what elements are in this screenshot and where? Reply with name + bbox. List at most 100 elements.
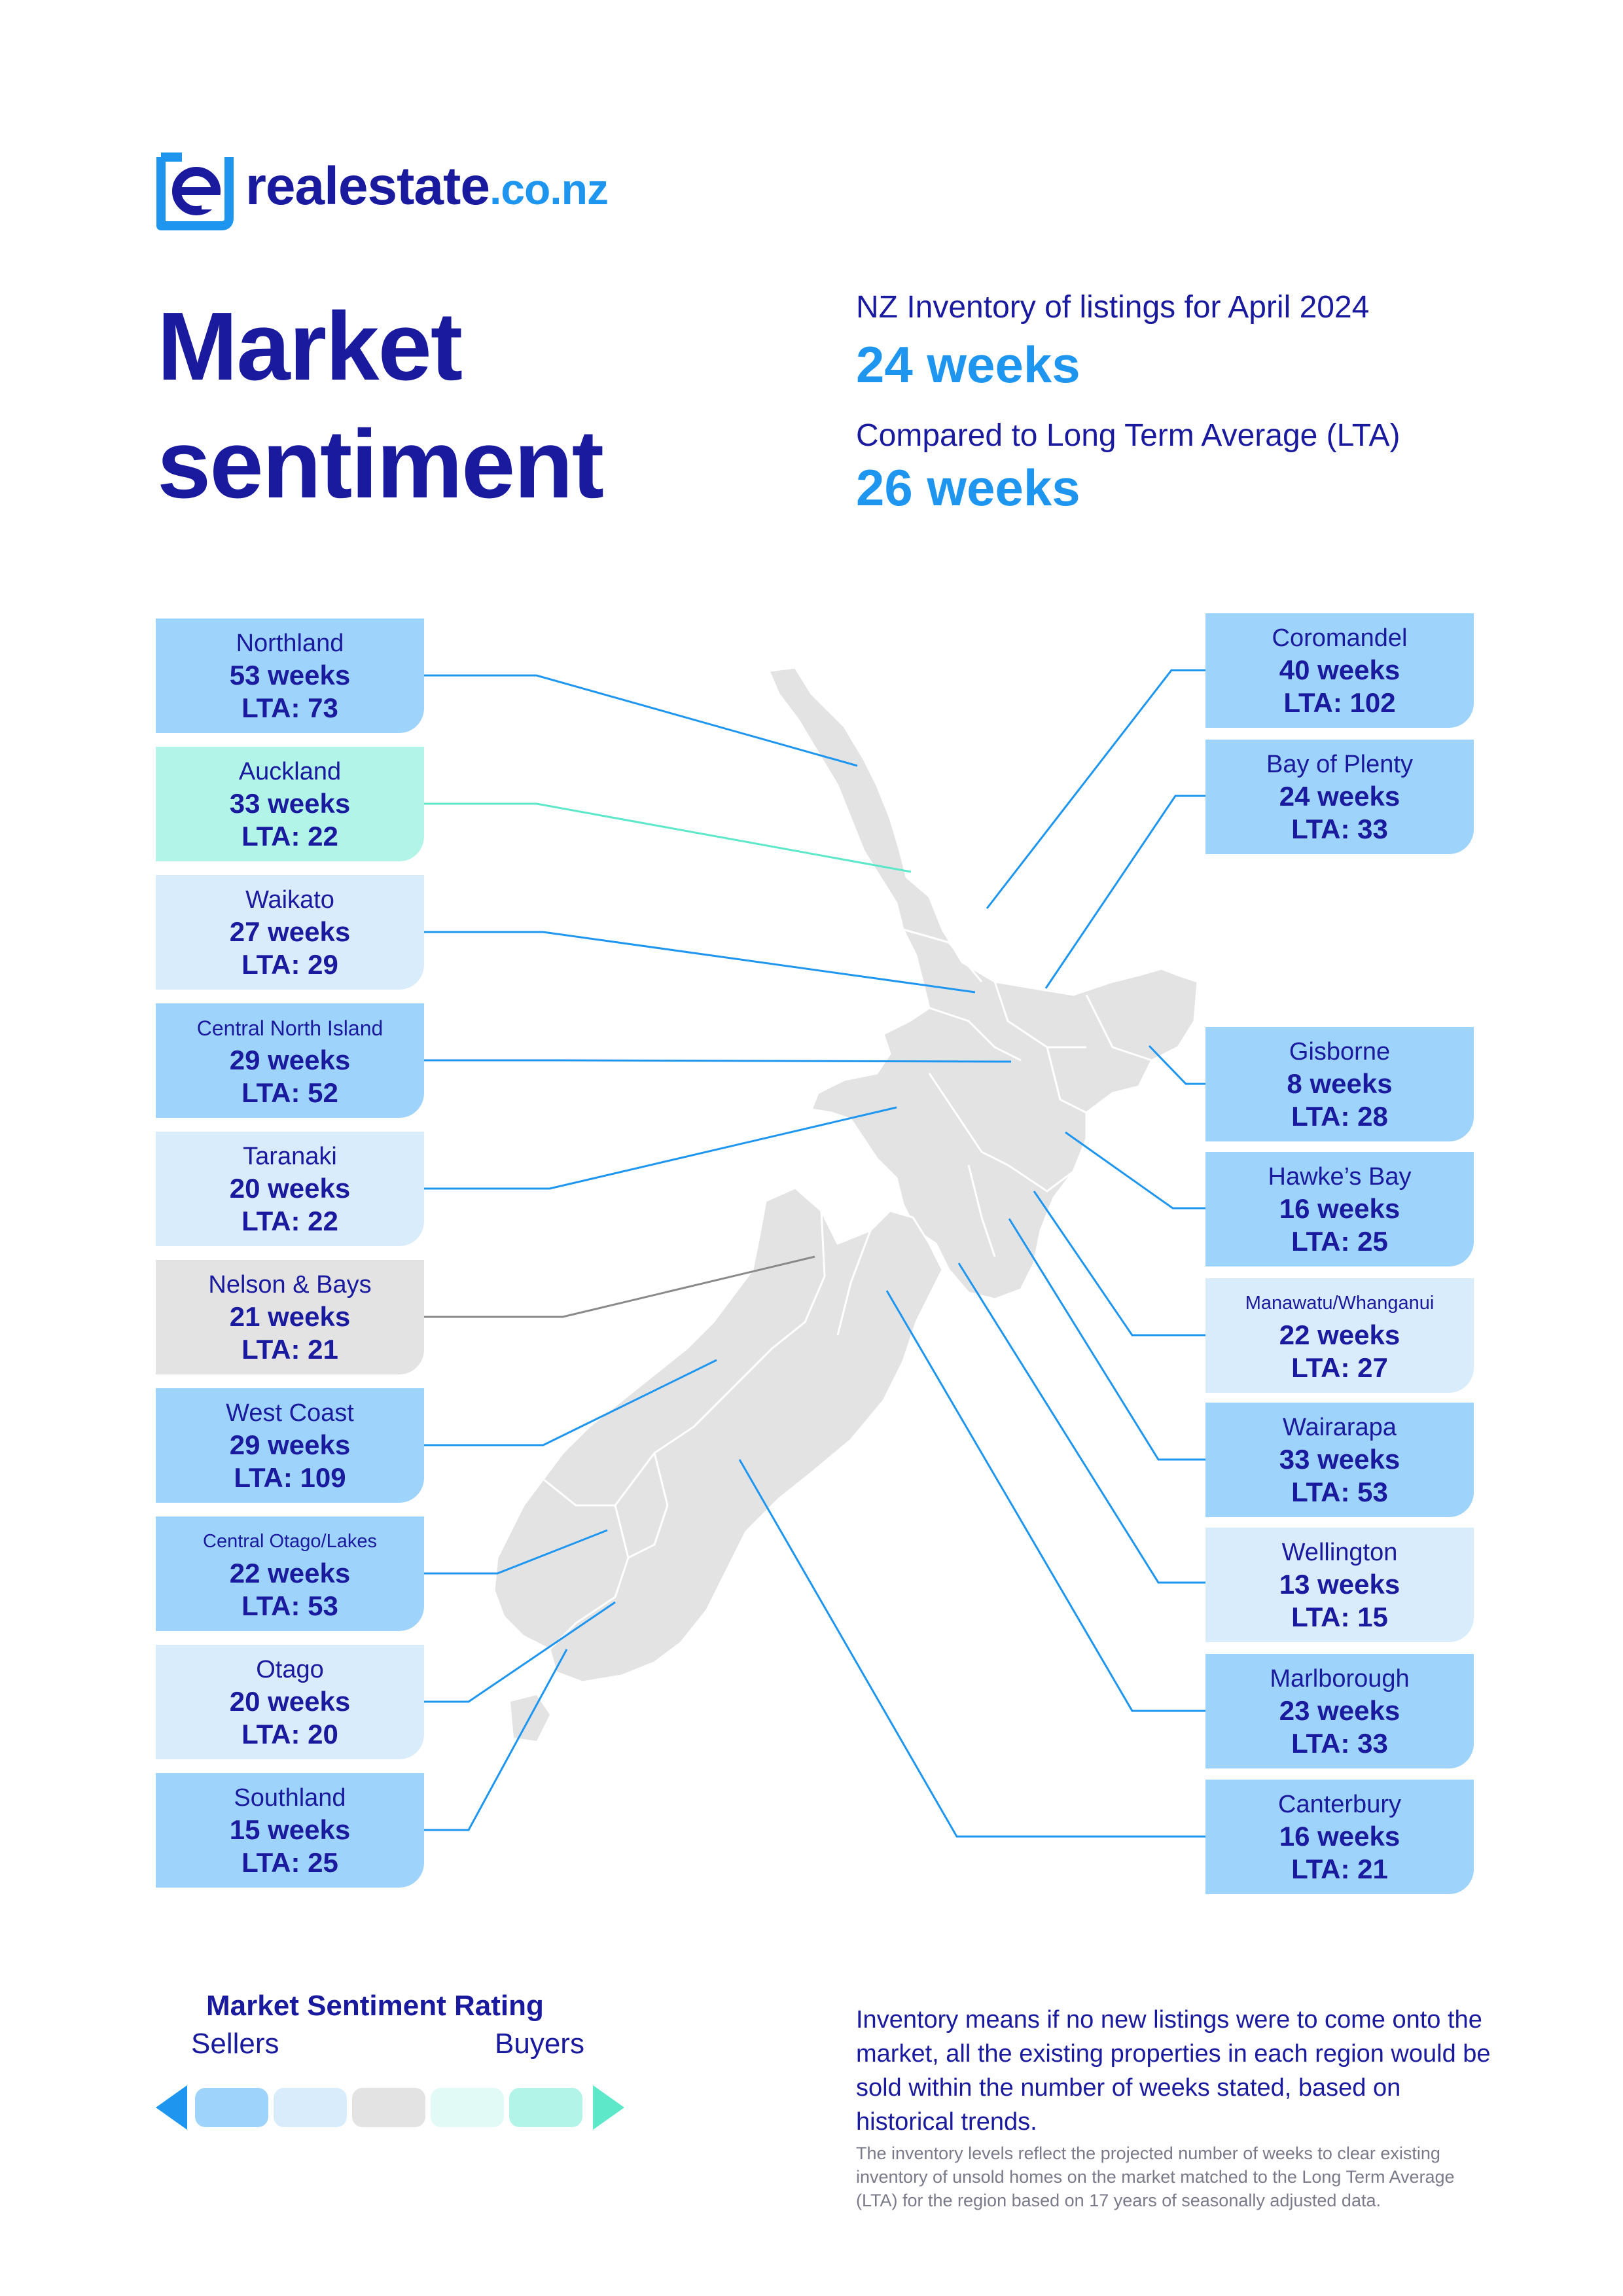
region-weeks: 29 weeks [229, 1045, 351, 1075]
region-name: Gisborne [1289, 1038, 1391, 1066]
region-weeks: 20 weeks [229, 1173, 351, 1204]
region-card-nelson-bays: Nelson & Bays 21 weeks LTA: 21 [156, 1260, 424, 1374]
region-lta: LTA: 53 [1291, 1477, 1388, 1507]
region-lta: LTA: 21 [1291, 1854, 1388, 1884]
region-name: Taranaki [243, 1143, 337, 1170]
connector-central-otago [424, 1529, 608, 1575]
region-weeks: 40 weeks [1279, 655, 1400, 685]
region-lta: LTA: 28 [1291, 1101, 1388, 1132]
region-weeks: 16 weeks [1279, 1193, 1400, 1224]
connector-hawkes-bay [1065, 1131, 1205, 1210]
connector-coromandel [986, 669, 1205, 909]
connector-nelson-bays [424, 1255, 815, 1318]
connector-manawatu [1033, 1191, 1205, 1336]
region-card-southland: Southland 15 weeks LTA: 25 [156, 1773, 424, 1888]
south-island-boundaries [543, 1210, 872, 1651]
connector-waikato [424, 931, 976, 994]
region-card-hawkes-bay: Hawke’s Bay 16 weeks LTA: 25 [1205, 1152, 1474, 1266]
connector-auckland [424, 802, 912, 873]
region-name: Auckland [238, 758, 342, 785]
region-lta: LTA: 15 [1291, 1602, 1388, 1632]
region-lta: LTA: 102 [1283, 687, 1396, 718]
region-lta: LTA: 52 [241, 1077, 338, 1108]
region-name: Canterbury [1278, 1791, 1401, 1818]
legend-swatch-buyers-strong [509, 2088, 582, 2127]
south-island-shape [493, 1187, 944, 1683]
region-name: Bay of Plenty [1266, 751, 1413, 778]
region-card-west-coast: West Coast 29 weeks LTA: 109 [156, 1388, 424, 1503]
region-lta: LTA: 27 [1291, 1352, 1388, 1383]
region-card-wellington: Wellington 13 weeks LTA: 15 [1205, 1528, 1474, 1642]
region-name: Nelson & Bays [208, 1271, 372, 1299]
connector-marlborough [885, 1290, 1205, 1712]
region-card-auckland: Auckland 33 weeks LTA: 22 [156, 747, 424, 861]
region-card-canterbury: Canterbury 16 weeks LTA: 21 [1205, 1780, 1474, 1894]
region-lta: LTA: 21 [241, 1334, 338, 1365]
connector-wellington [957, 1263, 1205, 1584]
connector-canterbury [738, 1459, 1205, 1838]
region-lta: LTA: 25 [241, 1847, 338, 1878]
logo-icon [156, 152, 234, 230]
legend-swatch-sellers-strong [195, 2088, 268, 2127]
brand-word: realestate [245, 156, 490, 216]
legend-buyers-label: Buyers [495, 2028, 584, 2060]
region-name: Waikato [245, 886, 334, 914]
region-weeks: 29 weeks [229, 1429, 351, 1460]
inventory-label: NZ Inventory of listings for April 2024 [856, 290, 1370, 325]
region-weeks: 33 weeks [1279, 1444, 1400, 1475]
region-lta: LTA: 53 [241, 1590, 338, 1621]
connector-wairarapa [1008, 1218, 1205, 1461]
region-card-coromandel: Coromandel 40 weeks LTA: 102 [1205, 613, 1474, 728]
connector-taranaki [424, 1106, 897, 1190]
region-lta: LTA: 25 [1291, 1226, 1388, 1257]
inventory-note: Inventory means if no new listings were … [856, 2006, 1491, 2136]
region-card-gisborne: Gisborne 8 weeks LTA: 28 [1205, 1027, 1474, 1141]
region-lta: LTA: 20 [241, 1719, 338, 1749]
region-weeks: 16 weeks [1279, 1821, 1400, 1852]
legend-right-arrow-icon [593, 2085, 624, 2130]
connector-bay-of-plenty [1044, 795, 1205, 989]
region-weeks: 8 weeks [1287, 1068, 1393, 1099]
region-name: Coromandel [1272, 624, 1408, 652]
region-name: Otago [256, 1656, 324, 1683]
region-name: West Coast [226, 1399, 354, 1427]
legend-sellers-label: Sellers [191, 2028, 279, 2060]
brand-name: realestate.co.nz [245, 156, 609, 217]
region-lta: LTA: 109 [234, 1462, 346, 1493]
region-lta: LTA: 22 [241, 821, 338, 852]
region-weeks: 24 weeks [1279, 781, 1400, 812]
connector-northland [424, 674, 858, 767]
region-name: Central North Island [196, 1016, 383, 1040]
inventory-value: 24 weeks [856, 336, 1080, 393]
title-line-1: Market [157, 293, 463, 401]
region-name: Northland [236, 630, 344, 657]
region-lta: LTA: 29 [241, 949, 338, 980]
region-weeks: 22 weeks [1279, 1319, 1400, 1350]
region-card-manawatu-whanganui: Manawatu/Whanganui 22 weeks LTA: 27 [1205, 1278, 1474, 1393]
region-card-central-north-island: Central North Island 29 weeks LTA: 52 [156, 1003, 424, 1118]
methodology-note: The inventory levels reflect the project… [856, 2144, 1455, 2210]
logo [156, 151, 234, 232]
legend-left-arrow-icon [156, 2085, 187, 2130]
region-lta: LTA: 33 [1291, 1728, 1388, 1759]
region-name: Hawke’s Bay [1268, 1163, 1412, 1191]
region-name: Wellington [1281, 1539, 1398, 1566]
region-lta: LTA: 22 [241, 1206, 338, 1236]
title-line-2: sentiment [157, 410, 604, 518]
legend-swatch-sellers [274, 2088, 347, 2127]
legend-swatch-buyers [431, 2088, 504, 2127]
region-weeks: 21 weeks [229, 1301, 351, 1332]
region-card-marlborough: Marlborough 23 weeks LTA: 33 [1205, 1654, 1474, 1768]
region-card-northland: Northland 53 weeks LTA: 73 [156, 619, 424, 733]
connector-otago [424, 1601, 616, 1703]
region-weeks: 53 weeks [229, 660, 351, 691]
region-card-taranaki: Taranaki 20 weeks LTA: 22 [156, 1132, 424, 1246]
connector-southland [424, 1649, 568, 1831]
region-weeks: 23 weeks [1279, 1695, 1400, 1726]
region-card-otago: Otago 20 weeks LTA: 20 [156, 1645, 424, 1759]
region-name: Wairarapa [1283, 1414, 1397, 1441]
region-name: Marlborough [1270, 1665, 1410, 1693]
lta-value: 26 weeks [856, 459, 1080, 516]
legend-swatch-neutral [352, 2088, 425, 2127]
